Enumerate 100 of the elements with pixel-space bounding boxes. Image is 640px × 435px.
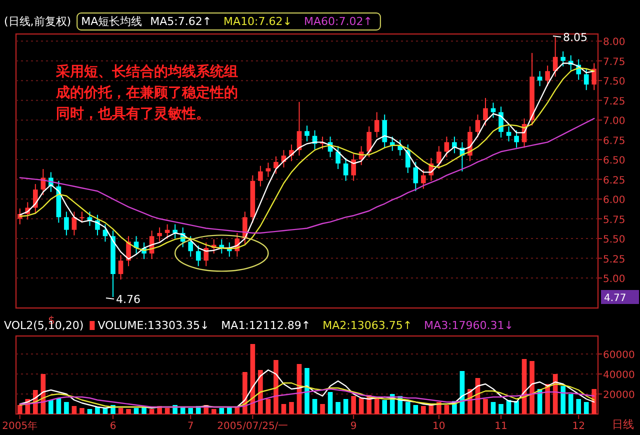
y-tick-label: 40000 [603, 370, 635, 381]
bar [87, 409, 92, 414]
candlestick [490, 102, 496, 118]
x-tick-label: 2005年 [2, 420, 38, 432]
bar [405, 402, 410, 414]
y-tick-label: 5.25 [603, 254, 626, 266]
bar [48, 400, 54, 414]
candlestick [336, 146, 340, 170]
bar [56, 398, 62, 414]
candlestick [545, 65, 550, 87]
candlestick [366, 126, 372, 158]
y-tick-label: 5.75 [603, 214, 626, 226]
candlestick [304, 125, 310, 142]
bar [498, 404, 504, 414]
candlestick [374, 112, 380, 138]
candlestick [560, 50, 566, 67]
text: MA5:7.62↑ [150, 15, 212, 28]
y-tick-label: 8.00 [603, 37, 626, 48]
candlestick [157, 226, 162, 242]
candlestick [118, 254, 124, 280]
y-tick-label: 6.00 [603, 195, 626, 206]
bar [530, 361, 534, 414]
bar [576, 399, 582, 414]
candlestick [204, 242, 209, 267]
candlestick [196, 245, 201, 267]
bar [413, 405, 418, 414]
candlestick [382, 114, 388, 148]
bar [226, 407, 232, 414]
bar [142, 407, 146, 414]
x-tick-label: 2005/07/25/一 [217, 421, 288, 432]
bar [289, 402, 294, 414]
bar [420, 406, 426, 414]
y-tick-label: 5.50 [603, 234, 626, 246]
bar [72, 406, 77, 414]
chart-title: (日线,前复权) [4, 15, 72, 28]
y-tick-label: 6.75 [603, 136, 626, 147]
x-tick-label: 9 [350, 421, 357, 432]
x-tick-label: 12 [572, 421, 585, 432]
chart-subtitle: MA短长均线 [81, 15, 142, 28]
bar [320, 404, 325, 414]
bar [64, 402, 69, 414]
y-tick-label: 6.50 [603, 156, 626, 167]
candlestick [95, 214, 100, 236]
bar [560, 386, 566, 414]
bar [351, 396, 356, 414]
candlestick [32, 184, 38, 214]
text: MA60:7.02↑ [304, 15, 372, 28]
candlestick [506, 126, 512, 142]
text: MA3:17960.31↓ [424, 319, 514, 332]
x-tick-label: 10 [432, 421, 446, 432]
bar [328, 392, 333, 414]
candlestick [188, 236, 194, 258]
x-tick-label: 6 [110, 421, 116, 432]
y-tick-label: 7.00 [603, 116, 626, 128]
candlestick [351, 154, 356, 182]
candlestick [72, 211, 77, 236]
bar [266, 399, 271, 414]
candlestick [584, 68, 589, 91]
candlestick [444, 136, 450, 158]
candlestick [475, 114, 480, 138]
bar [382, 400, 388, 414]
bar [584, 402, 589, 414]
candlestick [592, 62, 597, 91]
bar [490, 402, 496, 414]
bar [358, 398, 364, 414]
bar [444, 405, 450, 414]
candlestick [80, 211, 84, 224]
y-tick-label: 7.25 [603, 96, 626, 108]
candlestick [266, 162, 271, 178]
bar [592, 389, 597, 414]
bar [312, 399, 318, 414]
y-tick-label: 60000 [603, 350, 635, 361]
candlestick [258, 165, 263, 187]
candlestick [405, 144, 410, 174]
candlestick [64, 211, 69, 236]
bar [95, 407, 100, 414]
bar [514, 401, 519, 414]
bar [436, 402, 442, 414]
y-tick-label: 7.75 [603, 56, 626, 68]
line-series [19, 388, 595, 408]
bar [336, 402, 340, 414]
candlestick [420, 169, 426, 190]
legend-label: VOLUME:13303.35↓ [98, 319, 210, 332]
bar [211, 409, 216, 414]
bar [568, 394, 574, 414]
y-tick-label: 6.25 [603, 175, 626, 186]
annotation: 4.76 [116, 293, 140, 306]
text: MA2:13063.75↑ [322, 319, 412, 332]
candlestick [436, 146, 442, 170]
candlestick [343, 157, 348, 182]
x-tick-label: 11 [494, 421, 508, 432]
candlestick [537, 70, 542, 87]
bar [126, 409, 131, 414]
bar [483, 399, 488, 414]
annotation: 8.05 [563, 31, 588, 44]
bar [118, 408, 124, 414]
candlestick [514, 130, 519, 148]
text: 4.77 [604, 293, 626, 304]
bar [188, 408, 194, 414]
candlestick [413, 161, 418, 192]
